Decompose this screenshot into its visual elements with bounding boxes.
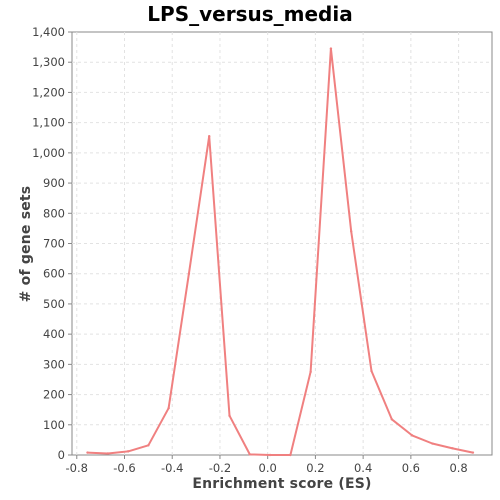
data-point xyxy=(289,453,292,457)
data-point xyxy=(248,453,251,456)
y-tick-label: 800 xyxy=(43,206,65,220)
x-axis-label: Enrichment score (ES) xyxy=(192,476,372,492)
y-tick-label: 1,400 xyxy=(32,25,65,39)
x-tick-label: -0.8 xyxy=(66,461,88,475)
data-point xyxy=(187,272,191,275)
data-point xyxy=(86,451,89,454)
y-tick-label: 1,000 xyxy=(32,146,65,160)
data-point xyxy=(268,453,272,457)
y-tick-label: 500 xyxy=(43,297,65,311)
y-tick-label: 0 xyxy=(58,448,65,462)
data-point xyxy=(329,47,333,50)
data-point xyxy=(309,370,312,374)
x-axis: -0.8 -0.6 -0.4 -0.2 0.0 0.2 0.4 0.6 0.8 xyxy=(66,455,468,475)
data-point xyxy=(350,230,353,233)
y-axis-label: # of gene sets xyxy=(18,185,34,303)
y-tick-label: 900 xyxy=(43,176,65,190)
x-tick-label: -0.2 xyxy=(209,461,231,475)
series-line xyxy=(87,47,474,456)
series-layer xyxy=(86,47,475,457)
y-tick-label: 100 xyxy=(43,418,65,432)
y-tick-label: 700 xyxy=(43,237,65,251)
data-point xyxy=(147,444,150,447)
x-tick-label: -0.4 xyxy=(161,461,183,475)
data-point xyxy=(390,418,393,421)
gridlines xyxy=(72,32,492,455)
y-tick-label: 1,300 xyxy=(32,55,65,69)
data-point xyxy=(471,451,475,454)
data-point xyxy=(126,450,130,453)
data-point xyxy=(451,447,454,450)
data-point xyxy=(410,434,414,437)
data-point xyxy=(106,452,109,455)
x-tick-label: 0.4 xyxy=(354,461,372,475)
x-tick-label: -0.6 xyxy=(113,461,135,475)
data-point xyxy=(208,135,211,138)
y-tick-label: 200 xyxy=(43,388,65,402)
x-tick-label: 0.0 xyxy=(259,461,277,475)
y-tick-label: 1,200 xyxy=(32,85,65,99)
y-axis: 0 100 200 300 400 500 600 700 800 900 1,000 1,100 1,… xyxy=(32,25,72,462)
x-tick-label: 0.2 xyxy=(306,461,324,475)
data-point xyxy=(228,414,231,417)
x-tick-label: 0.8 xyxy=(449,461,467,475)
chart-title: LPS_versus_media xyxy=(147,2,353,26)
data-point xyxy=(370,369,373,373)
x-tick-label: 0.6 xyxy=(402,461,420,475)
y-tick-label: 1,100 xyxy=(32,116,65,130)
data-point xyxy=(167,406,170,410)
data-point xyxy=(431,442,434,445)
y-tick-label: 600 xyxy=(43,267,65,281)
y-tick-label: 300 xyxy=(43,357,65,371)
y-tick-label: 400 xyxy=(43,327,65,341)
